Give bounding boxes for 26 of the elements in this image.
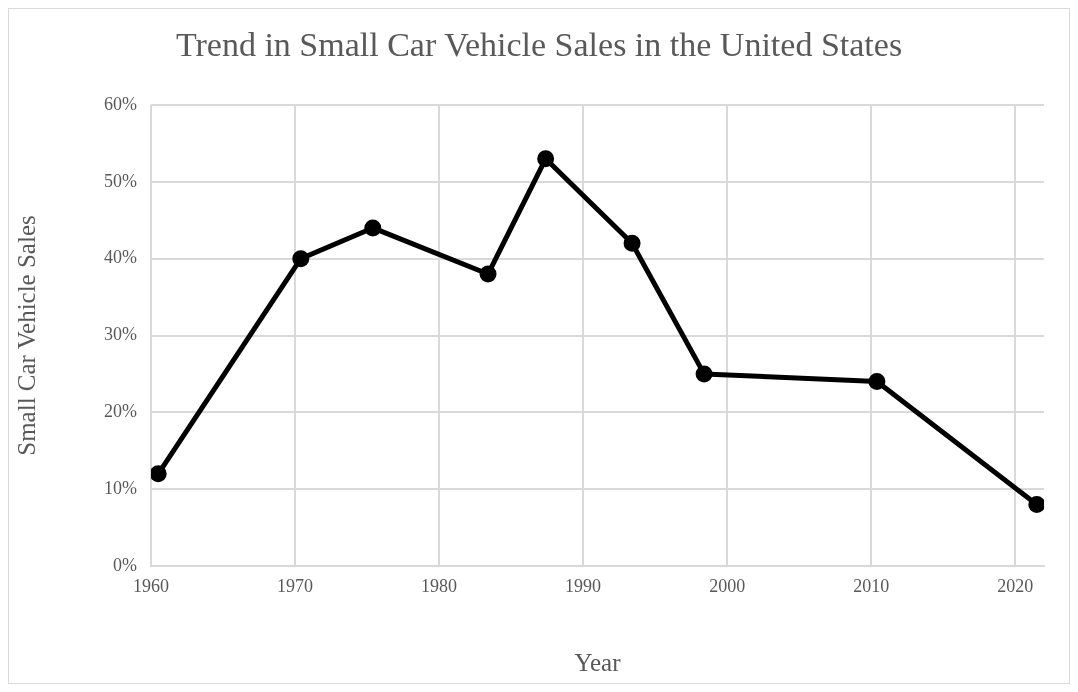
point xyxy=(292,250,310,268)
x-tick-label: 2000 xyxy=(709,575,746,596)
point xyxy=(868,373,886,391)
y-axis-title: Small Car Vehicle Sales xyxy=(12,215,40,456)
point xyxy=(695,365,713,383)
y-tick-label: 10% xyxy=(104,477,137,498)
x-axis-title: Year xyxy=(574,648,622,676)
y-tick-label: 50% xyxy=(104,170,137,191)
x-tick-label: 1970 xyxy=(277,575,314,596)
point xyxy=(151,465,167,483)
y-tick-label: 60% xyxy=(104,93,137,114)
x-tick-label: 1980 xyxy=(421,575,458,596)
point xyxy=(1028,496,1044,514)
y-tick-label: 0% xyxy=(113,554,137,575)
x-tick-label: 2020 xyxy=(997,575,1034,596)
x-tick-label: 1960 xyxy=(133,575,169,596)
point xyxy=(623,234,641,252)
point xyxy=(537,150,555,168)
y-tick-label: 40% xyxy=(104,247,137,268)
point xyxy=(364,219,382,237)
y-tick-label: 30% xyxy=(104,324,137,345)
point xyxy=(479,265,497,283)
x-tick-label: 1990 xyxy=(565,575,602,596)
y-tick-label: 20% xyxy=(104,401,137,422)
x-tick-label: 2010 xyxy=(853,575,890,596)
chart-title: Trend in Small Car Vehicle Sales in the United States xyxy=(175,25,903,63)
